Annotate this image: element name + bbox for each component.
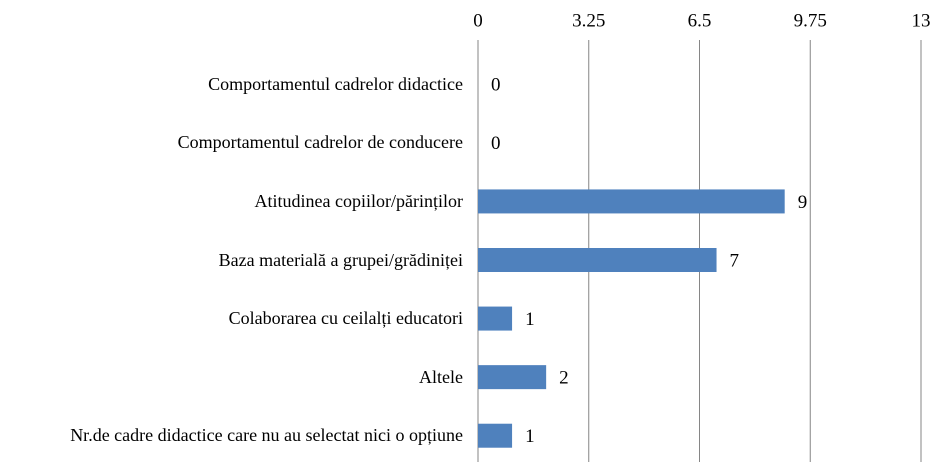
bar: [478, 248, 717, 272]
y-tick-label: Atitudinea copiilor/părinților: [254, 190, 463, 211]
bar: [478, 306, 513, 331]
y-tick-label-box: Comportamentul cadrelor didactice: [0, 54, 463, 114]
x-tick-label: 9.75: [794, 10, 827, 31]
y-tick-label-box: Atitudinea copiilor/părinților: [0, 171, 463, 231]
y-tick-label-box: Altele: [0, 347, 463, 407]
x-tick-label: 0: [473, 10, 483, 31]
x-tick-label: 3.25: [572, 10, 605, 31]
y-tick-label: Colaborarea cu ceilalți educatori: [228, 308, 463, 329]
y-tick-label: Altele: [419, 366, 463, 387]
value-label: 0: [491, 133, 501, 154]
y-tick-label-box: Colaborarea cu ceilalți educatori: [0, 289, 463, 349]
x-tick-label: 6.5: [688, 10, 712, 31]
y-tick-label: Comportamentul cadrelor de conducere: [177, 132, 463, 153]
value-label: 7: [730, 250, 740, 271]
y-tick-label: Nr.de cadre didactice care nu au selecta…: [70, 425, 463, 446]
y-tick-label-box: Comportamentul cadrelor de conducere: [0, 113, 463, 173]
y-tick-label-box: Nr.de cadre didactice care nu au selecta…: [0, 406, 463, 462]
y-tick-label: Baza materială a grupei/grădiniței: [218, 249, 463, 270]
value-label: 1: [525, 309, 535, 330]
value-label: 2: [559, 368, 569, 389]
value-label: 9: [798, 192, 808, 213]
value-label: 0: [491, 75, 501, 96]
bar: [478, 365, 547, 390]
y-tick-label: Comportamentul cadrelor didactice: [208, 73, 463, 94]
value-label: 1: [525, 426, 535, 447]
y-tick-label-box: Baza materială a grupei/grădiniței: [0, 230, 463, 290]
bar: [478, 423, 513, 448]
bar: [478, 189, 785, 214]
x-tick-label: 13: [912, 10, 931, 31]
